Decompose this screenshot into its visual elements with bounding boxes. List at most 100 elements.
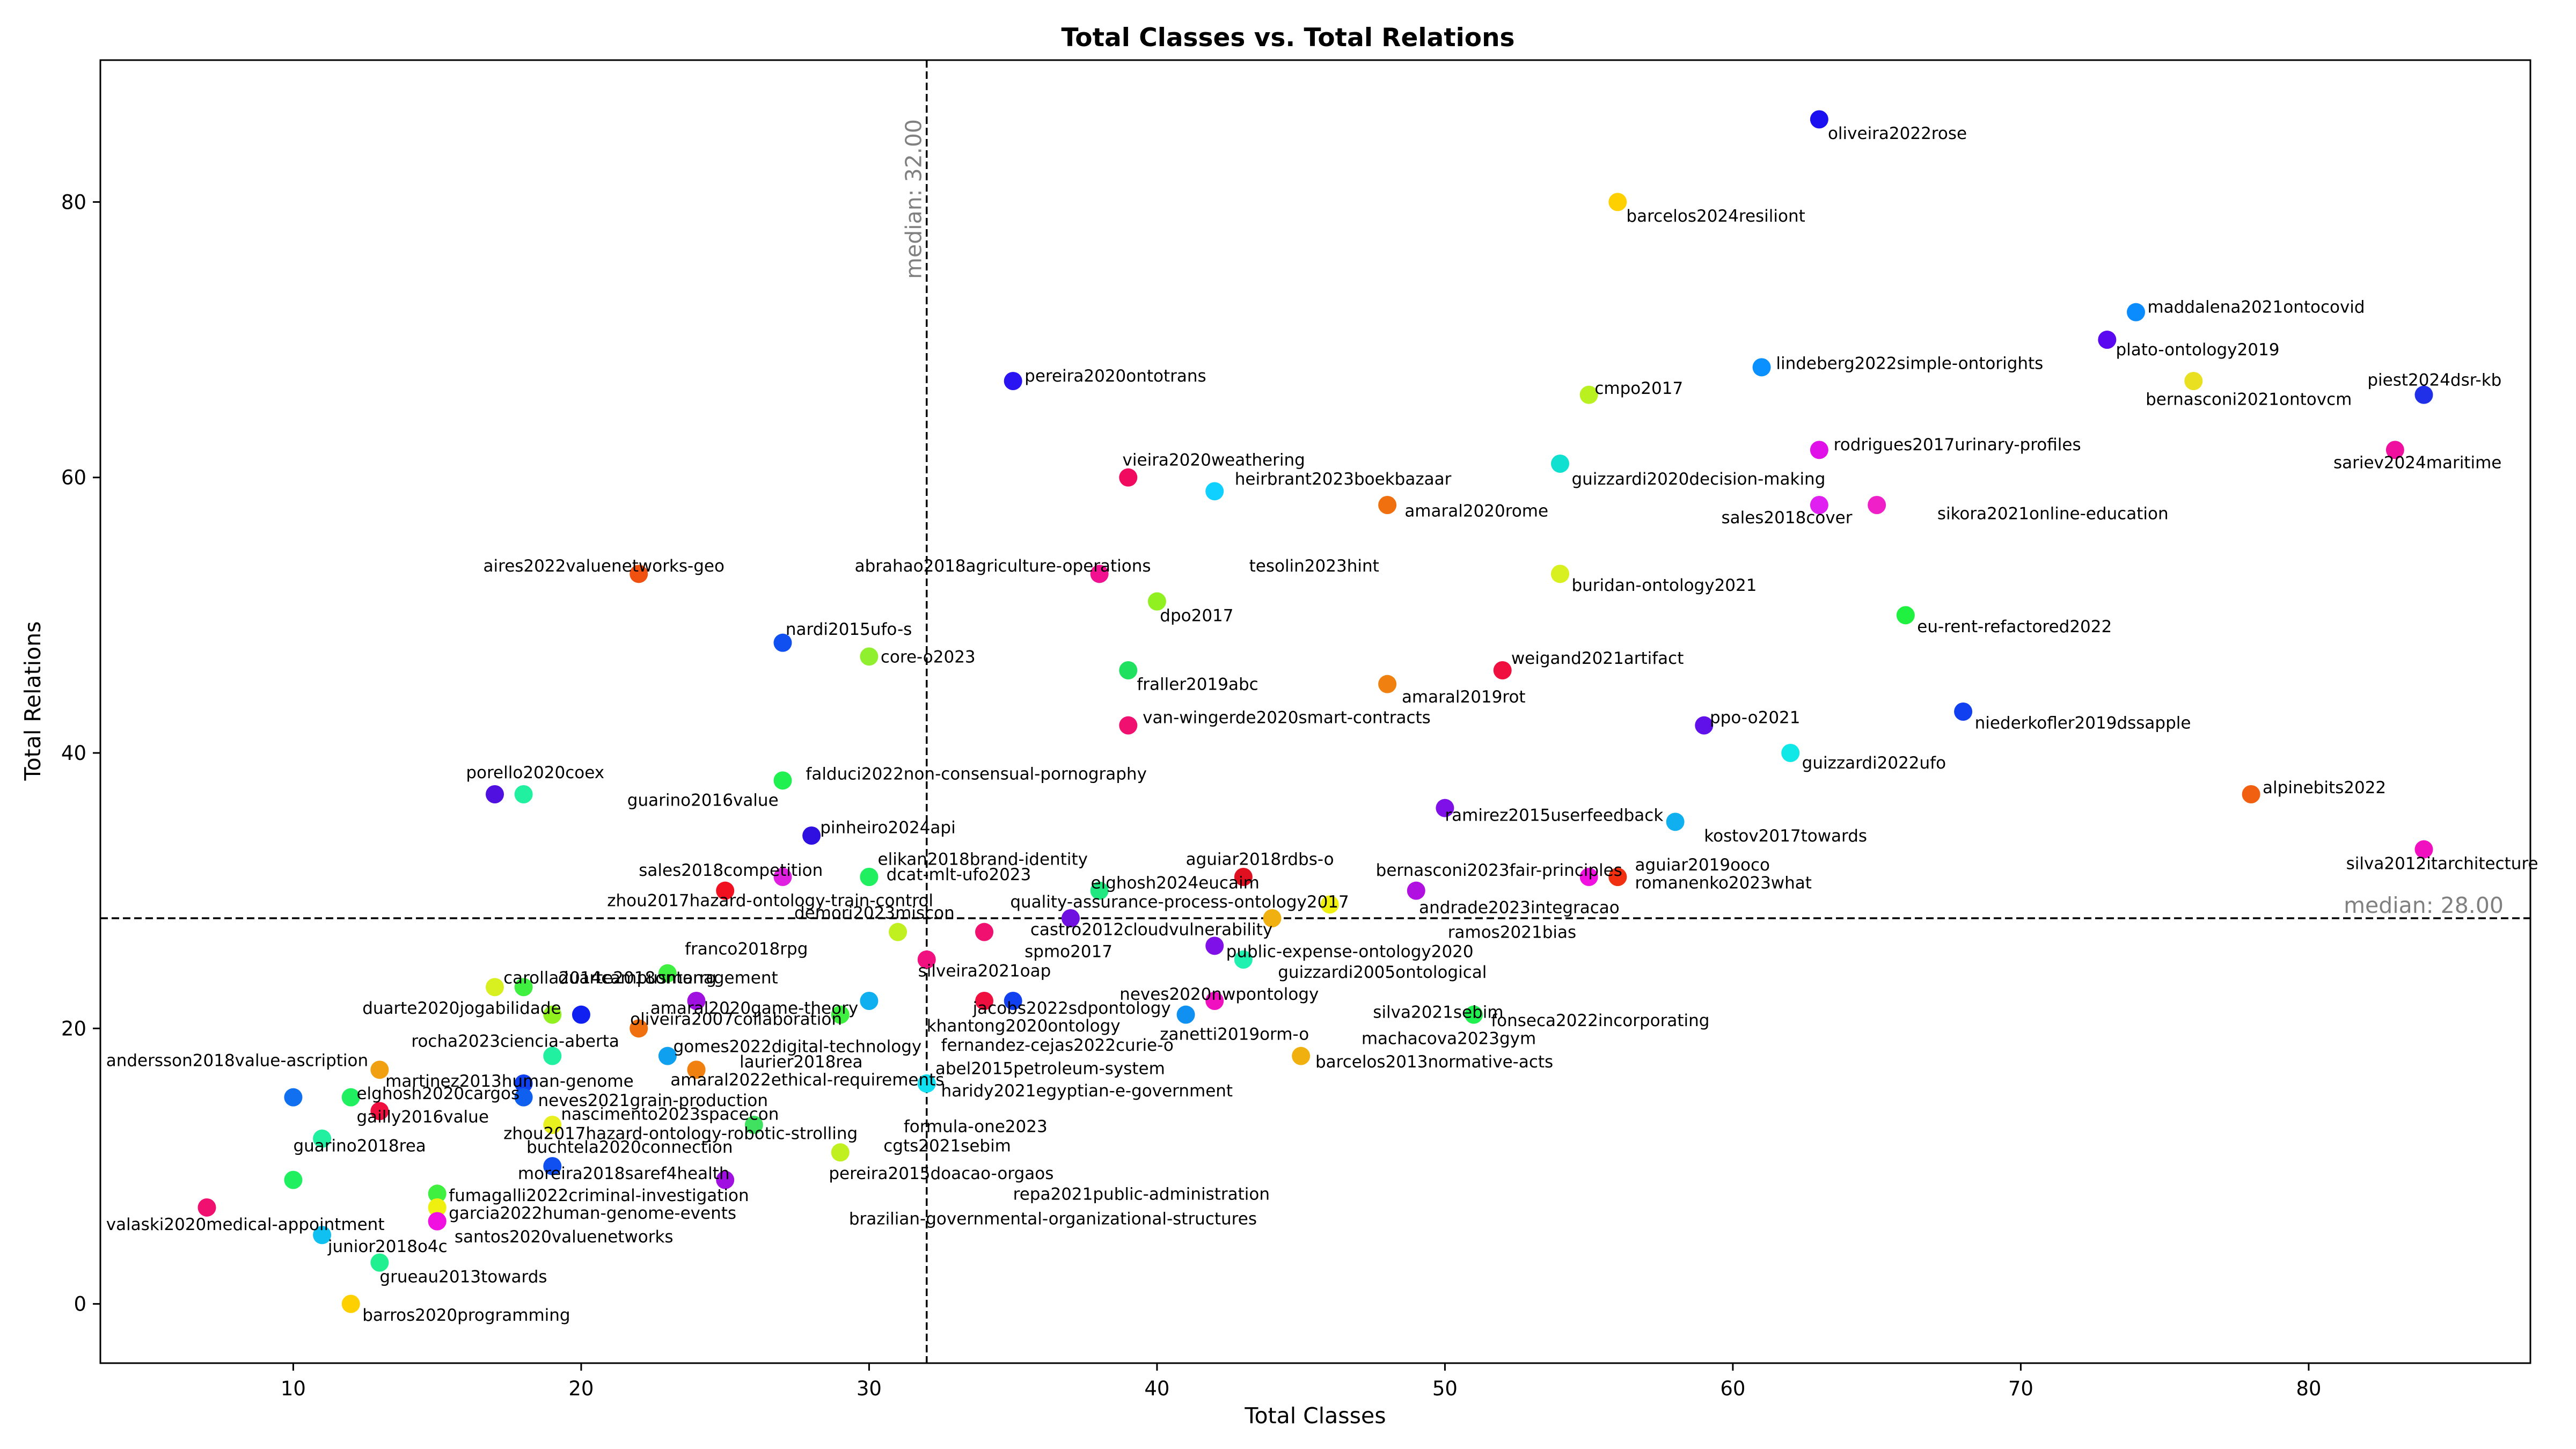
point-label: junior2018o4c	[327, 1237, 448, 1256]
point-label: amaral2022ethical-requirements	[670, 1070, 944, 1089]
data-point	[773, 771, 792, 789]
point-label: amaral2019rot	[1402, 687, 1526, 707]
point-label: bernasconi2021ontovcm	[2146, 390, 2352, 409]
data-point	[486, 785, 504, 803]
data-point	[1119, 716, 1137, 735]
point-label: aguiar2018rdbs-o	[1186, 850, 1334, 869]
point-label: guizzardi2022ufo	[1802, 753, 1946, 773]
point-label: barcelos2013normative-acts	[1315, 1052, 1553, 1072]
point-label: amaral2020rome	[1404, 501, 1548, 521]
point-label: brazilian-governmental-organizational-st…	[849, 1210, 1257, 1229]
point-label: maddalena2021ontocovid	[2147, 297, 2365, 317]
point-label: haridy2021egyptian-e-government	[941, 1081, 1233, 1101]
data-point	[1753, 358, 1771, 376]
x-axis-label: Total Classes	[1244, 1403, 1386, 1429]
point-label: moreira2018saref4health	[518, 1164, 730, 1183]
point-label: guarino2016value	[627, 791, 779, 810]
point-label: abrahao2018agriculture-operations	[855, 557, 1151, 576]
point-label: formula-one2023	[904, 1117, 1048, 1137]
point-label: valaski2020medical-appointment	[106, 1215, 385, 1234]
data-point	[1292, 1047, 1310, 1065]
data-point	[1205, 482, 1224, 500]
point-label: lindeberg2022simple-ontorights	[1776, 354, 2043, 374]
point-label: ppo-o2021	[1710, 708, 1801, 727]
point-label: oliveira2022rose	[1828, 124, 1967, 143]
point-label: fumagalli2022criminal-investigation	[449, 1186, 749, 1205]
point-label: fernandez-cejas2022curie-o	[941, 1036, 1174, 1055]
point-label: public-expense-ontology2020	[1226, 942, 1474, 962]
data-point	[860, 992, 878, 1010]
point-label: dpo2017	[1160, 606, 1233, 625]
point-label: andrade2023integracao	[1419, 898, 1620, 917]
point-label: franco2018rpg	[685, 939, 808, 958]
y-axis-label: Total Relations	[20, 621, 46, 781]
point-label: nascimento2023spacecon	[561, 1104, 779, 1124]
data-point	[284, 1171, 302, 1189]
point-label: piest2024dsr-kb	[2367, 370, 2501, 390]
x-tick-label: 70	[2008, 1377, 2033, 1400]
point-label: quality-assurance-process-ontology2017	[1010, 892, 1349, 912]
data-point	[1004, 372, 1022, 390]
point-label: machacova2023gym	[1362, 1029, 1536, 1048]
data-point	[831, 1143, 850, 1161]
point-label: pereira2015doacao-orgaos	[829, 1164, 1053, 1183]
point-label: laurier2018rea	[740, 1052, 862, 1072]
data-point	[342, 1295, 360, 1313]
point-label: eu-rent-refactored2022	[1917, 617, 2112, 636]
x-tick-label: 80	[2296, 1377, 2321, 1400]
data-point	[802, 826, 821, 845]
y-tick-label: 80	[61, 191, 86, 214]
point-label: fonseca2022incorporating	[1491, 1011, 1709, 1030]
point-label: ramirez2015userfeedback	[1445, 806, 1663, 825]
point-label: spmo2017	[1024, 942, 1113, 962]
point-label: oliveira2007collaboration	[630, 1009, 842, 1029]
data-point	[1868, 496, 1886, 514]
data-point	[2127, 303, 2145, 321]
point-label: ramos2021bias	[1448, 923, 1576, 942]
point-label: zanetti2019orm-o	[1160, 1025, 1309, 1044]
data-point	[2098, 331, 2116, 349]
point-label: gailly2016value	[356, 1108, 488, 1127]
point-label: grueau2013towards	[379, 1267, 547, 1286]
point-label: elghosh2024eucaim	[1091, 873, 1260, 892]
point-label: repa2021public-administration	[1013, 1184, 1270, 1204]
point-label: neves2020nwpontology	[1119, 985, 1319, 1004]
x-tick-label: 50	[1432, 1377, 1458, 1400]
point-label: alpinebits2022	[2263, 778, 2386, 797]
data-point	[1177, 1006, 1195, 1024]
point-label: guizzardi2005ontological	[1278, 963, 1487, 982]
point-label: abel2015petroleum-system	[935, 1059, 1165, 1079]
point-label: romanenko2023what	[1635, 873, 1812, 892]
point-label: van-wingerde2020smart-contracts	[1143, 708, 1431, 727]
point-label: guizzardi2020decision-making	[1571, 470, 1825, 489]
point-label: nardi2015ufo-s	[786, 620, 912, 639]
y-tick-label: 0	[74, 1293, 86, 1316]
point-label: plato-ontology2019	[2116, 340, 2279, 360]
point-label: buridan-ontology2021	[1571, 576, 1757, 595]
point-label: dcat-mlt-ufo2023	[887, 865, 1031, 884]
point-label: bernasconi2023fair-principles	[1376, 861, 1622, 880]
data-point	[284, 1088, 302, 1107]
point-label: sikora2021online-education	[1937, 504, 2169, 523]
point-label: andersson2018value-ascription	[106, 1051, 368, 1070]
point-label: fraller2019abc	[1137, 675, 1258, 694]
point-label: silva2021sebim	[1373, 1003, 1503, 1022]
point-label: kostov2017towards	[1704, 826, 1867, 846]
point-label: guarino2018rea	[293, 1136, 426, 1155]
point-label: pinheiro2024api	[820, 818, 955, 838]
x-tick-label: 40	[1144, 1377, 1169, 1400]
data-point	[1551, 455, 1569, 473]
point-label: niederkofler2019dssapple	[1975, 714, 2191, 733]
median-x-label: median: 32.00	[901, 119, 927, 279]
x-tick-label: 20	[568, 1377, 594, 1400]
point-label: barros2020programming	[362, 1306, 570, 1325]
data-point	[1551, 565, 1569, 583]
x-tick-label: 10	[281, 1377, 306, 1400]
point-label: duarte2020jogabilidade	[362, 999, 561, 1018]
point-label: santos2020valuenetworks	[455, 1227, 674, 1247]
point-label: falduci2022non-consensual-pornography	[806, 764, 1147, 784]
point-label: cgts2021sebim	[883, 1136, 1011, 1155]
point-label: silva2012itarchitecture	[2346, 854, 2538, 873]
y-tick-label: 60	[61, 466, 86, 489]
